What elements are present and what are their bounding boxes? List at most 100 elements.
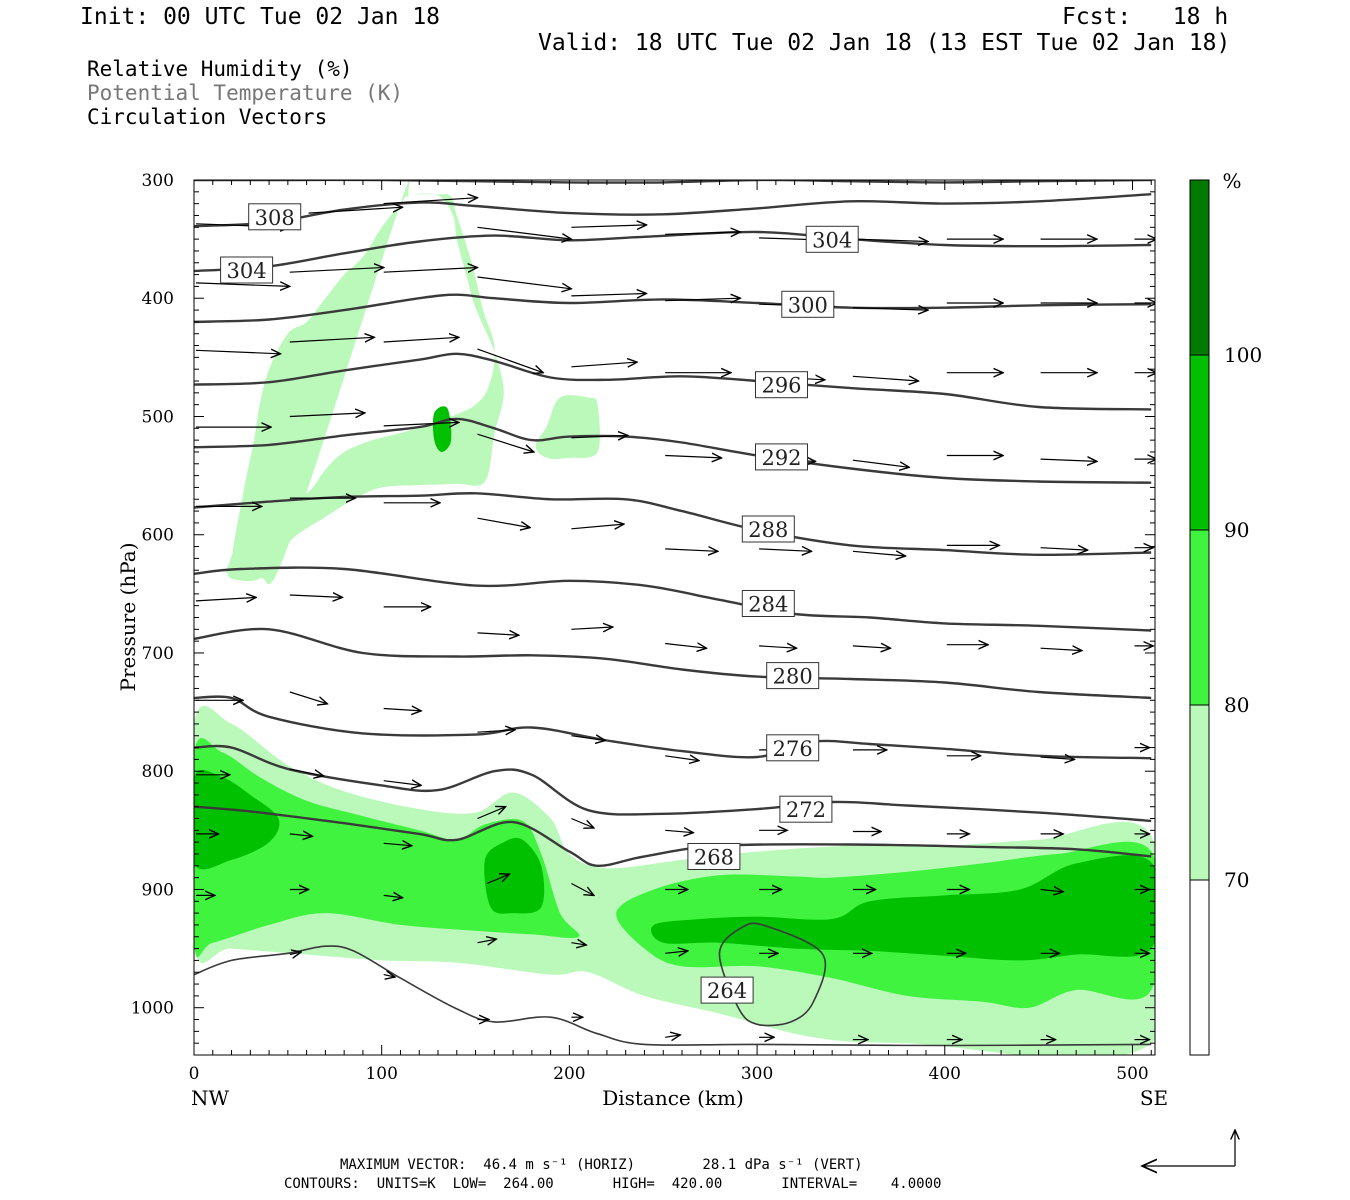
y-tick-label: 600 [142, 526, 174, 546]
contour-label-text: 292 [761, 446, 801, 470]
contour-label-text: 308 [255, 206, 295, 230]
wind-vector [665, 756, 699, 761]
contour-label-296: 296 [755, 371, 808, 399]
contour-label-text: 300 [788, 293, 828, 317]
colorbar: 70 80 90 100 [1189, 179, 1262, 1056]
colorbar-band [1190, 180, 1209, 355]
y-axis-title: Pressure (hPa) [116, 543, 140, 692]
theta-contour-300 [194, 293, 1152, 324]
y-tick-label: 800 [142, 762, 174, 782]
contour-label-box [741, 590, 795, 617]
contour-label-288: 288 [741, 515, 795, 543]
wind-vector [477, 348, 544, 373]
colorbar-level-label: 80 [1224, 693, 1249, 717]
rh-region-90 [651, 855, 1155, 961]
axes: 0 100 200 300 400 500 300 400 500 600 700 800 900 100… [131, 171, 1155, 1084]
wind-vector [571, 294, 646, 296]
x-right-end-label: SE [1140, 1086, 1168, 1110]
wind-vector [477, 226, 572, 239]
theta-contour-296 [194, 352, 1152, 411]
wind-vector [1040, 757, 1075, 759]
wind-vector [665, 951, 688, 953]
wind-vector [289, 768, 324, 776]
colorbar-frame [1189, 179, 1210, 1056]
wind-vector [852, 239, 928, 241]
contour-label-264: 264 [700, 976, 754, 1004]
wind-vector [383, 895, 403, 897]
x-tick-label: 400 [929, 1064, 961, 1084]
x-tick-label: 100 [365, 1064, 397, 1084]
wind-vector [289, 268, 384, 273]
contour-label-268: 268 [687, 843, 741, 870]
wind-vector [477, 807, 506, 820]
wind-vector [665, 232, 740, 234]
contour-label-box [779, 795, 833, 823]
contour-label-300: 300 [781, 290, 835, 318]
y-tick-label: 500 [142, 407, 174, 427]
contour-label-box [755, 443, 808, 471]
contour-label-box [741, 515, 795, 543]
contour-label-box [700, 976, 754, 1004]
wind-vector [383, 268, 478, 273]
colorbar-level-label: 100 [1224, 343, 1262, 367]
wind-vector [289, 834, 313, 836]
contour-label-box [766, 662, 820, 690]
colorbar-level-label: 90 [1224, 518, 1249, 542]
vector-scale-key [1142, 1130, 1235, 1166]
wind-vector [477, 939, 497, 943]
wind-vector [759, 646, 797, 648]
colorbar-level-label: 70 [1224, 868, 1249, 892]
contour-label-text: 268 [694, 846, 734, 870]
contour-label-280: 280 [766, 662, 820, 690]
wind-vector [289, 413, 365, 417]
wind-vector [571, 882, 594, 896]
field-theta-label: Potential Temperature (K) [87, 81, 404, 105]
contour-label-box [687, 843, 741, 870]
y-tick-label: 1000 [131, 999, 174, 1019]
wind-vector [1040, 890, 1064, 892]
wind-vector [571, 817, 594, 829]
contour-label-box [781, 290, 835, 318]
wind-vector [852, 551, 906, 556]
theta-contour-284 [194, 566, 1152, 632]
contour-label-box [248, 203, 302, 231]
wind-vector [383, 422, 459, 426]
wind-vector [852, 308, 928, 310]
rh-region-90 [484, 837, 545, 914]
wind-vector [665, 1035, 680, 1037]
wind-vector [852, 459, 909, 467]
contour-label-box [766, 734, 820, 762]
contour-label-text: 288 [748, 518, 788, 542]
wind-vector [571, 225, 646, 227]
contour-label-284: 284 [741, 590, 795, 617]
colorbar-band [1190, 880, 1209, 1055]
theta-contour-306 [194, 193, 1152, 228]
rh-region-70 [226, 180, 504, 585]
wind-vector [665, 549, 718, 551]
wind-vector [477, 517, 531, 527]
contour-label-276: 276 [766, 734, 820, 762]
field-rh-label: Relative Humidity (%) [87, 57, 353, 81]
colorbar-band [1190, 355, 1209, 530]
wind-vector [477, 730, 516, 732]
rh-region-80 [194, 738, 580, 958]
wind-vector [571, 627, 612, 629]
theta-contour-280 [194, 627, 1152, 700]
contour-label-text: 276 [773, 737, 813, 761]
rh-region-90 [194, 770, 280, 870]
wind-vector [383, 709, 422, 711]
wind-vector [665, 456, 721, 458]
wind-vector [383, 198, 478, 205]
theta-contour-288 [194, 492, 1152, 557]
forecast-hour: Fcst: 18 h [1062, 4, 1229, 30]
wind-vector [289, 691, 328, 704]
wind-vector [289, 337, 375, 342]
field-vectors-label: Circulation Vectors [87, 105, 328, 129]
wind-vector [195, 350, 281, 354]
max-vector-note: MAXIMUM VECTOR: 46.4 m s⁻¹ (HORIZ) 28.1 … [340, 1157, 863, 1173]
y-tick-label: 300 [142, 171, 174, 191]
contour-label-304: 304 [805, 225, 859, 253]
colorbar-band [1190, 705, 1209, 880]
wind-vector [571, 943, 586, 945]
